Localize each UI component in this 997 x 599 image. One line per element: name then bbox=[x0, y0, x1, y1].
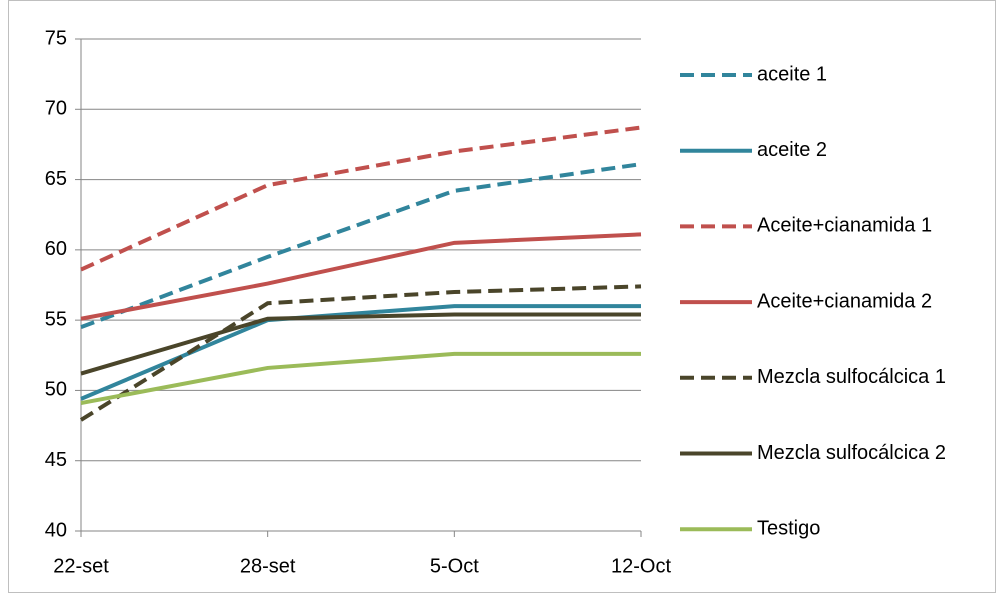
series-line bbox=[80, 162, 642, 330]
y-tick-label: 50 bbox=[45, 379, 67, 401]
legend-label: Aceite+cianamida 2 bbox=[757, 290, 932, 312]
legend-label: Aceite+cianamida 1 bbox=[757, 215, 932, 237]
y-tick-label: 70 bbox=[45, 98, 67, 120]
y-tick-label: 65 bbox=[45, 168, 67, 190]
legend-label: Mezcla sulfocálcica 1 bbox=[757, 366, 946, 388]
legend-label: aceite 1 bbox=[757, 63, 827, 85]
legend-label: Mezcla sulfocálcica 2 bbox=[757, 442, 946, 464]
x-tick-label: 12-Oct bbox=[611, 555, 671, 577]
y-tick-label: 40 bbox=[45, 519, 67, 541]
x-tick-label: 22-set bbox=[53, 555, 109, 577]
series-line bbox=[80, 125, 642, 272]
series-line bbox=[80, 312, 641, 376]
x-tick-label: 28-set bbox=[240, 555, 296, 577]
legend-label: aceite 2 bbox=[757, 139, 827, 161]
series-line bbox=[80, 232, 642, 321]
x-tick-label: 5-Oct bbox=[430, 555, 479, 577]
chart-border bbox=[8, 0, 996, 593]
y-tick-label: 75 bbox=[45, 27, 67, 49]
y-tick-label: 60 bbox=[45, 238, 67, 260]
legend-label: Testigo bbox=[757, 517, 820, 539]
series-line bbox=[80, 351, 641, 406]
series-line bbox=[79, 284, 642, 422]
y-tick-label: 55 bbox=[45, 308, 67, 330]
y-tick-label: 45 bbox=[45, 449, 67, 471]
